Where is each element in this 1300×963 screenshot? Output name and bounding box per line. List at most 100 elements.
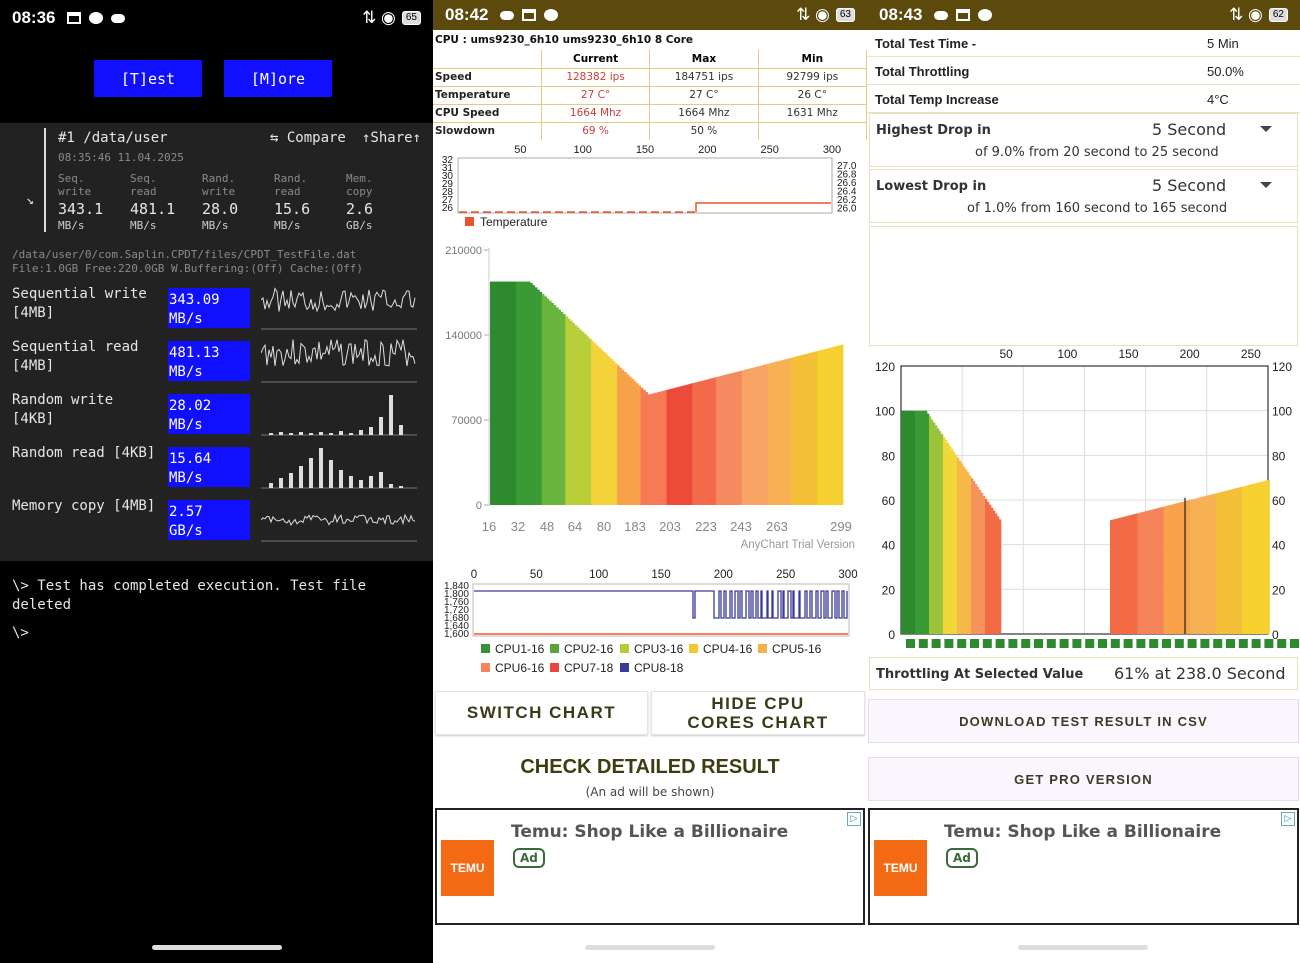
more-button[interactable]: [M]ore <box>224 60 332 97</box>
speed-bar <box>645 392 649 505</box>
time-marker[interactable] <box>1200 639 1210 648</box>
status-bar: 08:42 ⇅ ◉ 63 <box>433 0 867 30</box>
highest-drop-select[interactable]: 5 Second <box>1152 120 1227 139</box>
speed-bar <box>661 390 665 505</box>
speed-bar <box>760 365 764 505</box>
time-marker[interactable] <box>957 639 967 648</box>
cpu-throttle-screen: 08:42 ⇅ ◉ 63 CPU : ums9230_6h10 ums9230_… <box>433 0 867 963</box>
speed-bar <box>628 376 632 505</box>
time-marker[interactable] <box>1238 639 1248 648</box>
speed-bar <box>527 281 531 505</box>
speed-bar <box>777 361 780 505</box>
table-cell: 69 % <box>541 122 651 141</box>
time-marker[interactable] <box>1213 639 1223 648</box>
ad-banner[interactable]: TEMU Temu: Shop Like a Billionaire Ad ▷ <box>435 808 865 925</box>
throttle-bar <box>1134 513 1137 634</box>
highest-drop-card[interactable]: Highest Drop in 5 Second of 9.0% from 20… <box>869 113 1298 167</box>
ad-notice: (An ad will be shown) <box>585 785 715 799</box>
check-detailed-result-button[interactable]: CHECK DETAILED RESULT <box>520 756 780 778</box>
table-cell: 184751 ips <box>649 68 759 87</box>
time-marker[interactable] <box>1021 639 1031 648</box>
lowest-drop-card[interactable]: Lowest Drop in 5 Second of 1.0% from 160… <box>869 169 1298 223</box>
temu-logo-text: TEMU <box>450 861 485 875</box>
col-header: Mem. <box>346 172 373 185</box>
share-button[interactable]: ↑Share↑ <box>362 130 422 146</box>
time-marker[interactable] <box>982 639 992 648</box>
time-marker[interactable] <box>944 639 954 648</box>
get-pro-button[interactable]: GET PRO VERSION <box>868 757 1299 801</box>
test-button[interactable]: [T]est <box>94 60 202 97</box>
speed-bar <box>711 378 714 505</box>
speed-bar <box>840 344 844 505</box>
chevron-down-icon[interactable] <box>1260 126 1272 132</box>
speed-x-label: 16 <box>482 519 496 534</box>
time-marker[interactable] <box>1277 639 1287 648</box>
time-marker[interactable] <box>918 639 928 648</box>
ad-title[interactable]: Temu: Shop Like a Billionaire <box>511 822 789 842</box>
time-marker[interactable] <box>1123 639 1133 648</box>
time-marker[interactable] <box>906 639 915 648</box>
speed-bar <box>513 281 517 505</box>
time-marker[interactable] <box>1174 639 1184 648</box>
hide-cpu-cores-button[interactable]: HIDE CPU CORES CHART <box>651 691 865 735</box>
nav-gesture-bar[interactable] <box>152 945 282 950</box>
time-marker[interactable] <box>1008 639 1018 648</box>
result-value: 15.64 MB/s <box>168 447 250 487</box>
throttle-bar <box>1165 506 1167 634</box>
throttle-bar <box>1141 511 1144 634</box>
time-marker[interactable] <box>1059 639 1069 648</box>
time-marker[interactable] <box>995 639 1005 648</box>
time-marker[interactable] <box>1085 639 1095 648</box>
switch-chart-button[interactable]: SWITCH CHART <box>435 691 648 735</box>
chevron-down-icon[interactable] <box>1260 182 1272 188</box>
time-marker[interactable] <box>1226 639 1235 648</box>
compare-button[interactable]: ⇆ Compare <box>270 130 346 146</box>
speed-bar <box>492 281 496 505</box>
time-marker[interactable] <box>1162 639 1171 648</box>
time-marker[interactable] <box>1110 639 1120 648</box>
speed-bar <box>562 314 566 505</box>
ad-title[interactable]: Temu: Shop Like a Billionaire <box>944 822 1222 842</box>
time-marker[interactable] <box>1046 639 1056 648</box>
nav-gesture-bar[interactable] <box>585 945 715 950</box>
speed-bar <box>690 383 693 505</box>
speed-y-label: 140000 <box>445 330 482 342</box>
temp-y-tick: 30 <box>442 171 454 182</box>
speed-bar <box>612 360 616 505</box>
time-marker[interactable] <box>1149 639 1159 648</box>
expand-arrow-icon[interactable]: ↘ <box>26 193 34 208</box>
time-marker[interactable] <box>1034 639 1043 648</box>
console-prompt[interactable]: \> <box>12 625 29 641</box>
speed-bar <box>586 336 590 505</box>
speed-bar <box>784 359 787 505</box>
speed-bar <box>687 384 691 505</box>
time-marker[interactable] <box>1136 639 1146 648</box>
speed-bar <box>598 347 601 505</box>
lowest-drop-select[interactable]: 5 Second <box>1152 176 1227 195</box>
time-marker[interactable] <box>970 639 979 648</box>
time-marker[interactable] <box>1098 639 1107 648</box>
download-csv-button[interactable]: DOWNLOAD TEST RESULT IN CSV <box>868 699 1299 743</box>
freq-x-tick: 100 <box>589 569 608 581</box>
time-marker[interactable] <box>1264 639 1274 648</box>
throttle-bar <box>1178 502 1180 634</box>
freq-legend-label: CPU2-16 <box>564 642 614 656</box>
time-marker[interactable] <box>1072 639 1082 648</box>
throttle-bar <box>1157 507 1160 634</box>
nav-gesture-bar[interactable] <box>1018 945 1148 950</box>
freq-legend-swatch <box>620 644 629 653</box>
time-marker[interactable] <box>1187 639 1197 648</box>
ad-banner[interactable]: TEMU Temu: Shop Like a Billionaire Ad ▷ <box>868 808 1299 925</box>
throttle-bar <box>985 498 988 634</box>
throttle-bar <box>1128 515 1131 634</box>
throttling-chart[interactable]: 5010015020025030012012010010080806060404… <box>867 344 1300 656</box>
adchoices-icon[interactable]: ▷ <box>847 812 861 826</box>
table-cell: 27 C° <box>649 86 759 105</box>
time-marker[interactable] <box>1251 639 1261 648</box>
speed-bar <box>652 393 656 505</box>
throttle-bar <box>1198 497 1201 634</box>
adchoices-icon[interactable]: ▷ <box>1281 812 1295 826</box>
throttle-bar <box>933 422 936 634</box>
time-marker[interactable] <box>931 639 941 648</box>
time-marker[interactable] <box>1290 639 1299 648</box>
